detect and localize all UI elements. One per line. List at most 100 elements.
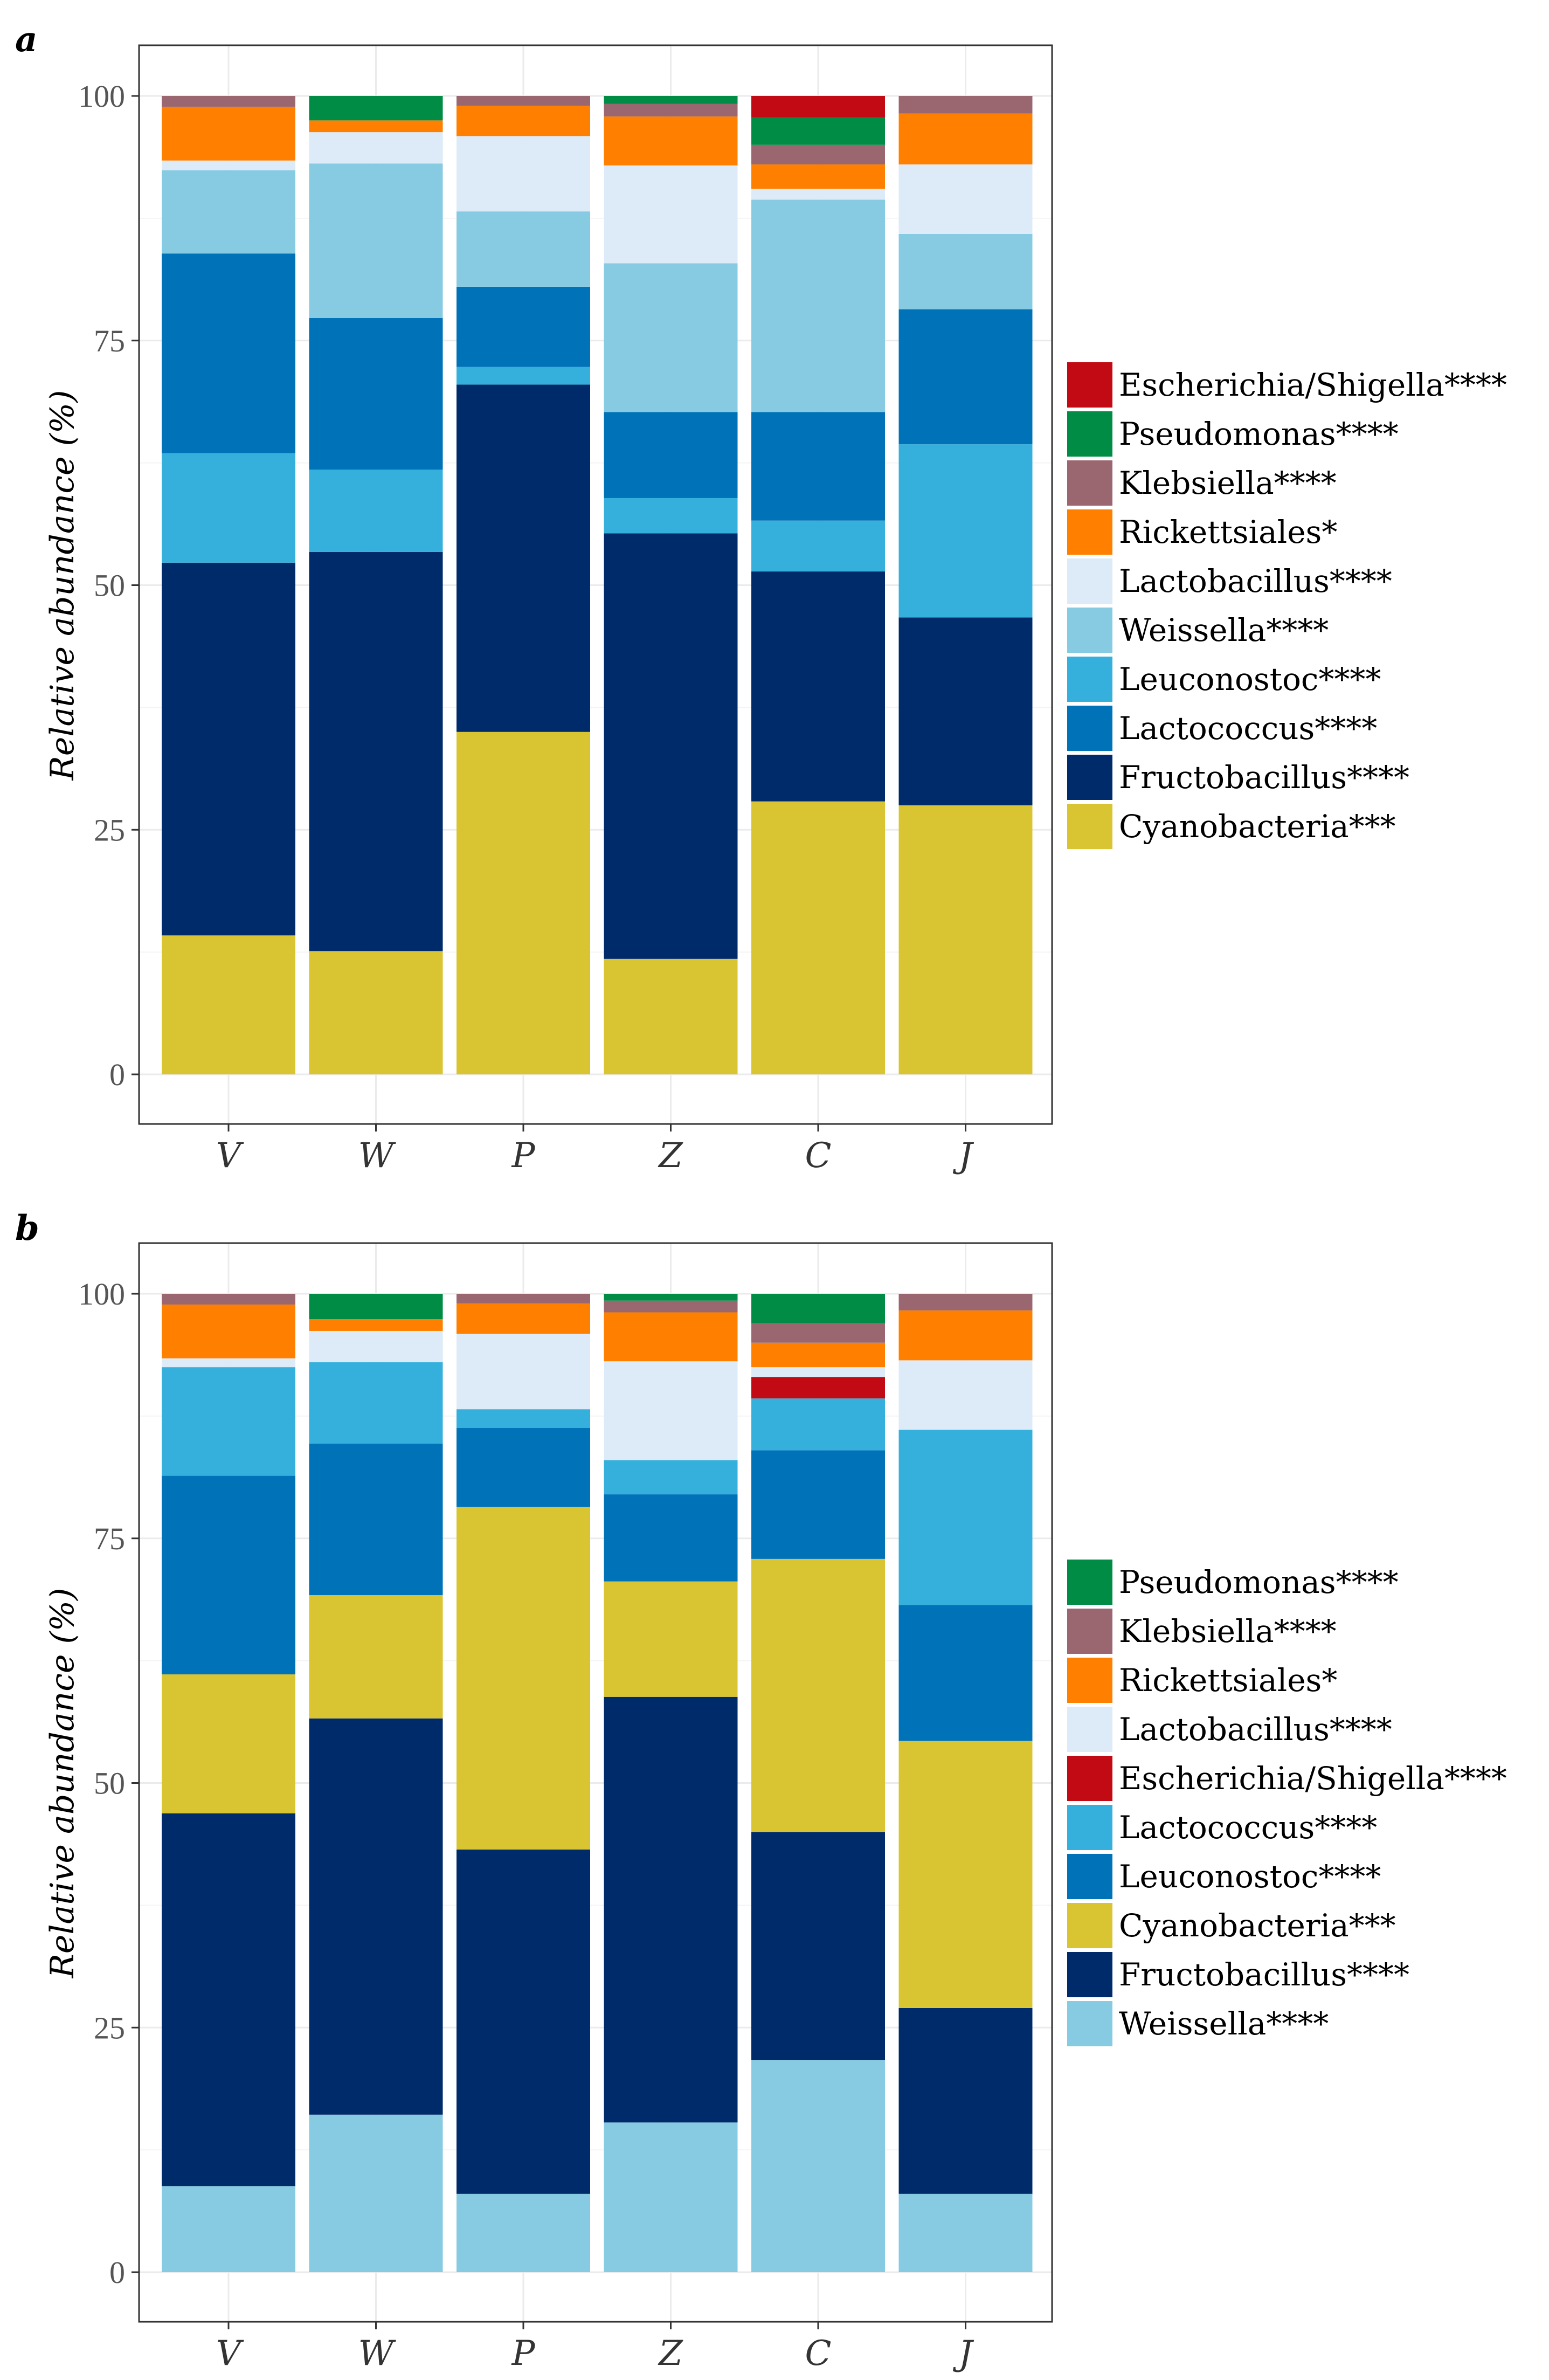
- bar-segment-v-lactobacillus: [162, 160, 295, 170]
- bar-segment-v-rickettsiales: [162, 106, 295, 161]
- bar-segment-j-weissella: [898, 233, 1033, 309]
- bar-segment-p-lactobacillus: [457, 136, 590, 212]
- bar-segment-j-lactobacillus: [898, 164, 1033, 234]
- legend-label: Escherichia/Shigella****: [1119, 367, 1507, 403]
- y-tick-label: 100: [78, 79, 125, 114]
- legend-item-cyanobacteria: Cyanobacteria***: [1067, 1903, 1396, 1948]
- legend-swatch: [1067, 1952, 1112, 1997]
- legend-item-cyanobacteria: Cyanobacteria***: [1067, 804, 1396, 849]
- legend-swatch: [1067, 1854, 1112, 1899]
- legend-item-klebsiella: Klebsiella****: [1067, 460, 1337, 506]
- legend-swatch: [1067, 1903, 1112, 1948]
- bar-segment-w-cyanobacteria: [309, 951, 443, 1074]
- bar-segment-j-leuconostoc: [898, 1605, 1033, 1741]
- bar-segment-j-klebsiella: [898, 1294, 1033, 1310]
- y-tick-label: 25: [94, 2010, 125, 2045]
- legend-swatch: [1067, 1658, 1112, 1703]
- bar-segment-p-cyanobacteria: [457, 1507, 590, 1850]
- legend-label: Rickettsiales*: [1119, 514, 1337, 550]
- x-tick-label-w: W: [358, 1136, 397, 1176]
- bar-segment-c-weissella: [751, 199, 885, 412]
- legend-item-rickettsiales: Rickettsiales*: [1067, 509, 1337, 555]
- y-tick-label: 75: [94, 1521, 125, 1556]
- bar-segment-w-weissella: [309, 2114, 443, 2272]
- bar-segment-v-fructobacillus: [162, 1813, 295, 2186]
- bar-segment-p-rickettsiales: [457, 1303, 590, 1334]
- chart-panel-b: 0 25 50 75 100 V W P Z C J Relative abundance (%) b P…: [15, 1208, 1507, 2374]
- bar-segment-p-lactobacillus: [457, 1334, 590, 1410]
- bar-segment-z-rickettsiales: [604, 116, 738, 165]
- legend-item-pseudomonas: Pseudomonas****: [1067, 1560, 1399, 1605]
- bar-segment-c-weissella: [751, 2060, 885, 2272]
- bar-segment-c-klebsiella: [751, 1323, 885, 1343]
- bar-segment-z-lactococcus: [604, 412, 738, 498]
- bar-segment-j-leuconostoc: [898, 444, 1033, 618]
- bar-segment-j-klebsiella: [898, 96, 1033, 114]
- bar-segment-v-cyanobacteria: [162, 935, 295, 1074]
- bar-segment-p-klebsiella: [457, 96, 590, 106]
- bar-segment-v-lactococcus: [162, 253, 295, 453]
- bar-segment-c-fructobacillus: [751, 1832, 885, 2060]
- legend-label: Escherichia/Shigella****: [1119, 1760, 1507, 1797]
- bar-segment-z-klebsiella: [604, 104, 738, 117]
- bar-segment-z-weissella: [604, 263, 738, 412]
- bar-segment-v-lactobacillus: [162, 1358, 295, 1368]
- legend-item-lactococcus: Lactococcus****: [1067, 1805, 1377, 1850]
- bar-segment-w-lactobacillus: [309, 132, 443, 164]
- bar-segment-j-lactobacillus: [898, 1360, 1033, 1430]
- bar-segment-z-fructobacillus: [604, 533, 738, 959]
- bar-segment-c-klebsiella: [751, 144, 885, 165]
- legend-label: Leuconostoc****: [1119, 661, 1381, 698]
- legend-label: Pseudomonas****: [1119, 1564, 1399, 1601]
- legend-label: Leuconostoc****: [1119, 1858, 1381, 1895]
- bar-segment-w-leuconostoc: [309, 1443, 443, 1596]
- legend: Escherichia/Shigella**** Pseudomonas**** K…: [1067, 362, 1507, 849]
- bar-segment-z-lactococcus: [604, 1460, 738, 1495]
- bar-segment-w-lactococcus: [309, 1362, 443, 1444]
- bar-segment-z-rickettsiales: [604, 1312, 738, 1362]
- bar-segment-v-cyanobacteria: [162, 1674, 295, 1813]
- bar-segment-w-pseudomonas: [309, 1294, 443, 1320]
- bar-segment-p-rickettsiales: [457, 106, 590, 136]
- y-tick-label: 50: [94, 1766, 125, 1801]
- x-tick-label-c: C: [805, 2334, 832, 2374]
- bar-segment-p-cyanobacteria: [457, 732, 590, 1074]
- bar-stack-v: [162, 96, 295, 1074]
- x-tick-label-p: P: [511, 2334, 535, 2374]
- bar-segment-w-pseudomonas: [309, 96, 443, 121]
- bar-segment-z-klebsiella: [604, 1300, 738, 1313]
- legend-item-lactococcus: Lactococcus****: [1067, 706, 1377, 751]
- legend-swatch: [1067, 362, 1112, 408]
- bar-segment-j-weissella: [898, 2193, 1033, 2272]
- legend-label: Lactococcus****: [1119, 710, 1377, 747]
- y-axis-title: Relative abundance (%): [44, 1588, 81, 1979]
- legend-label: Pseudomonas****: [1119, 416, 1399, 452]
- bar-segment-z-lactobacillus: [604, 1361, 738, 1460]
- bar-segment-v-lactococcus: [162, 1367, 295, 1476]
- legend-label: Fructobacillus****: [1119, 1956, 1409, 1993]
- y-tick-label: 50: [94, 568, 125, 603]
- legend-item-lactobacillus: Lactobacillus****: [1067, 1707, 1392, 1752]
- legend-swatch: [1067, 804, 1112, 849]
- bar-segment-c-fructobacillus: [751, 571, 885, 802]
- y-tick-label: 75: [94, 323, 125, 358]
- bar-stack-j: [898, 1294, 1033, 2272]
- y-tick-label: 0: [109, 2255, 125, 2290]
- legend-label: Rickettsiales*: [1119, 1662, 1337, 1699]
- bar-segment-v-klebsiella: [162, 96, 295, 107]
- legend-swatch: [1067, 1609, 1112, 1654]
- bar-stack-v: [162, 1294, 295, 2272]
- bar-segment-c-rickettsiales: [751, 1342, 885, 1368]
- bar-segment-w-lactobacillus: [309, 1330, 443, 1363]
- legend-item-escherichia-shigella: Escherichia/Shigella****: [1067, 1756, 1507, 1801]
- bar-segment-c-lactobacillus: [751, 1367, 885, 1377]
- bar-segment-w-cyanobacteria: [309, 1595, 443, 1719]
- bar-segment-v-fructobacillus: [162, 562, 295, 936]
- bar-segment-j-cyanobacteria: [898, 805, 1033, 1074]
- legend-item-weissella: Weissella****: [1067, 608, 1329, 653]
- legend-label: Cyanobacteria***: [1119, 808, 1396, 845]
- legend-label: Lactococcus****: [1119, 1809, 1377, 1846]
- bar-stack-p: [457, 96, 590, 1074]
- bar-segment-w-lactococcus: [309, 318, 443, 470]
